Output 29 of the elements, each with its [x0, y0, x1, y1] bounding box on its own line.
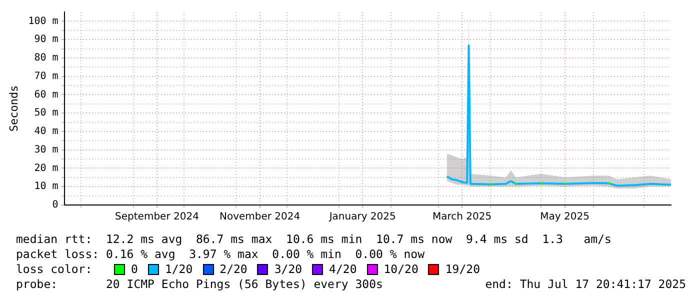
- text: packet loss: 0.16 % avg 3.97 % max 0.00 % min 0.00 % now: [16, 247, 426, 262]
- x-tick-label: January 2025: [328, 212, 396, 223]
- legend-label: 2/20: [220, 262, 248, 277]
- text: probe: 20 ICMP Echo Pings (56 Bytes) every 300s: [16, 277, 383, 292]
- x-tick-label: March 2025: [432, 212, 492, 223]
- text: end: Thu Jul 17 20:41:17 2025: [485, 277, 686, 292]
- y-tick-label: 60 m: [34, 89, 58, 100]
- y-tick-label: 50 m: [34, 108, 58, 119]
- y-tick-label: 30 m: [34, 144, 58, 156]
- y-tick-label: 100 m: [28, 16, 58, 27]
- legend-label: 1/20: [164, 262, 193, 277]
- legend-label: 3/20: [274, 262, 302, 277]
- x-tick-label: November 2024: [219, 212, 300, 223]
- text: median rtt: 12.2 ms avg 86.7 ms max 10.6 ms min 10.7 ms now 9.4 ms sd 1.3 am/s: [16, 232, 612, 247]
- y-tick-label: 40 m: [34, 126, 58, 138]
- legend-label: 4/20: [329, 262, 357, 277]
- legend-label: 0: [131, 262, 138, 277]
- y-tick-label: 80 m: [34, 52, 58, 64]
- y-tick-label: 70 m: [34, 70, 58, 82]
- legend-label: 19/20: [445, 262, 480, 277]
- y-tick-label: 10 m: [34, 181, 58, 192]
- legend-title: loss color:: [16, 262, 94, 277]
- x-tick-label: September 2024: [115, 212, 199, 223]
- legend-label: 10/20: [384, 262, 418, 277]
- y-tick-label: 0: [52, 200, 58, 211]
- y-tick-label: 90 m: [34, 34, 58, 46]
- y-axis-title: Seconds: [7, 85, 20, 132]
- y-tick-label: 20 m: [34, 162, 58, 174]
- x-tick-label: May 2025: [540, 212, 590, 223]
